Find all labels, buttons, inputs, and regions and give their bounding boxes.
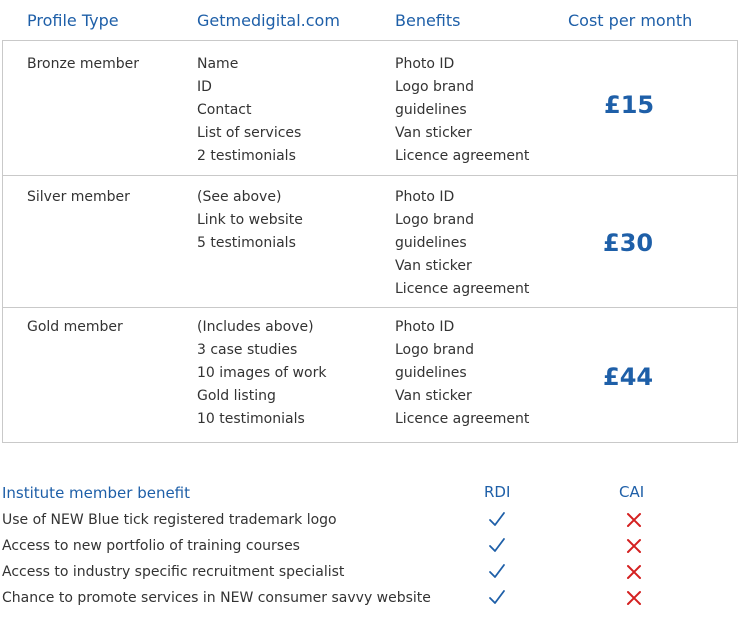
table-row-bronze: Bronze member Name ID Contact List of se… <box>3 40 737 176</box>
benefits-cell: Photo ID Logo brand guidelines Van stick… <box>395 316 529 431</box>
price-value: £30 <box>603 229 654 257</box>
benefits-cell: Photo ID Logo brand guidelines Van stick… <box>395 186 529 301</box>
benefit-label: Access to new portfolio of training cour… <box>2 538 300 554</box>
benefit-item: Photo ID <box>395 189 455 205</box>
feature-item: Name <box>197 56 239 72</box>
benefit-item: Logo brand <box>395 342 475 358</box>
benefit-item: guidelines <box>395 235 467 251</box>
cross-icon <box>627 591 641 605</box>
benefit-item: Photo ID <box>395 319 455 335</box>
benefit-item: Licence agreement <box>395 148 530 164</box>
benefit-item: Van sticker <box>395 125 472 141</box>
feature-item: List of services <box>197 125 302 141</box>
column-cai: CAI <box>619 483 645 501</box>
benefit-item: Van sticker <box>395 388 472 404</box>
profile-type-cell: Silver member <box>27 189 130 205</box>
feature-item: (Includes above) <box>197 319 314 335</box>
benefit-item: Licence agreement <box>395 281 530 297</box>
feature-item: Contact <box>197 102 252 118</box>
row-divider <box>3 175 737 176</box>
feature-item: 2 testimonials <box>197 148 296 164</box>
price-value: £15 <box>604 91 655 119</box>
cross-icon <box>627 513 641 527</box>
features-cell: (See above) Link to website 5 testimonia… <box>197 186 303 255</box>
features-cell: Name ID Contact List of services 2 testi… <box>197 53 301 168</box>
benefit-item: guidelines <box>395 102 467 118</box>
tick-icon <box>489 564 505 578</box>
header-site: Getmedigital.com <box>197 11 340 30</box>
tick-icon <box>489 512 505 526</box>
institute-benefit-heading: Institute member benefit <box>2 484 191 502</box>
table-top-rule <box>3 40 737 41</box>
feature-item: Gold listing <box>197 388 276 404</box>
benefit-label: Chance to promote services in NEW consum… <box>2 590 431 606</box>
row-divider <box>3 307 737 308</box>
feature-item: ID <box>197 79 212 95</box>
feature-item: (See above) <box>197 189 282 205</box>
cross-icon <box>627 539 641 553</box>
price-value: £44 <box>603 363 654 391</box>
profile-type-cell: Bronze member <box>27 56 140 72</box>
tick-icon <box>489 538 505 552</box>
feature-item: 10 images of work <box>197 365 327 381</box>
benefit-item: Logo brand <box>395 79 475 95</box>
benefit-item: Logo brand <box>395 212 475 228</box>
benefit-label: Access to industry specific recruitment … <box>2 564 345 580</box>
header-benefits: Benefits <box>395 11 461 30</box>
header-cost: Cost per month <box>568 11 693 30</box>
table-row-gold: Gold member (Includes above) 3 case stud… <box>3 308 737 442</box>
feature-item: 3 case studies <box>197 342 298 358</box>
feature-item: 10 testimonials <box>197 411 305 427</box>
tick-icon <box>489 590 505 604</box>
cross-icon <box>627 565 641 579</box>
benefits-cell: Photo ID Logo brand guidelines Van stick… <box>395 53 529 168</box>
benefit-label: Use of NEW Blue tick registered trademar… <box>2 512 337 528</box>
benefit-item: Van sticker <box>395 258 472 274</box>
header-profile-type: Profile Type <box>27 11 119 30</box>
benefit-item: Photo ID <box>395 56 455 72</box>
features-cell: (Includes above) 3 case studies 10 image… <box>197 316 326 431</box>
table-row-silver: Silver member (See above) Link to websit… <box>3 176 737 308</box>
benefit-item: Licence agreement <box>395 411 530 427</box>
column-rdi: RDI <box>484 483 511 501</box>
feature-item: 5 testimonials <box>197 235 296 251</box>
pricing-table: Bronze member Name ID Contact List of se… <box>2 40 738 443</box>
benefit-item: guidelines <box>395 365 467 381</box>
table-header: Profile Type Getmedigital.com Benefits C… <box>0 0 742 40</box>
feature-item: Link to website <box>197 212 303 228</box>
profile-type-cell: Gold member <box>27 319 123 335</box>
